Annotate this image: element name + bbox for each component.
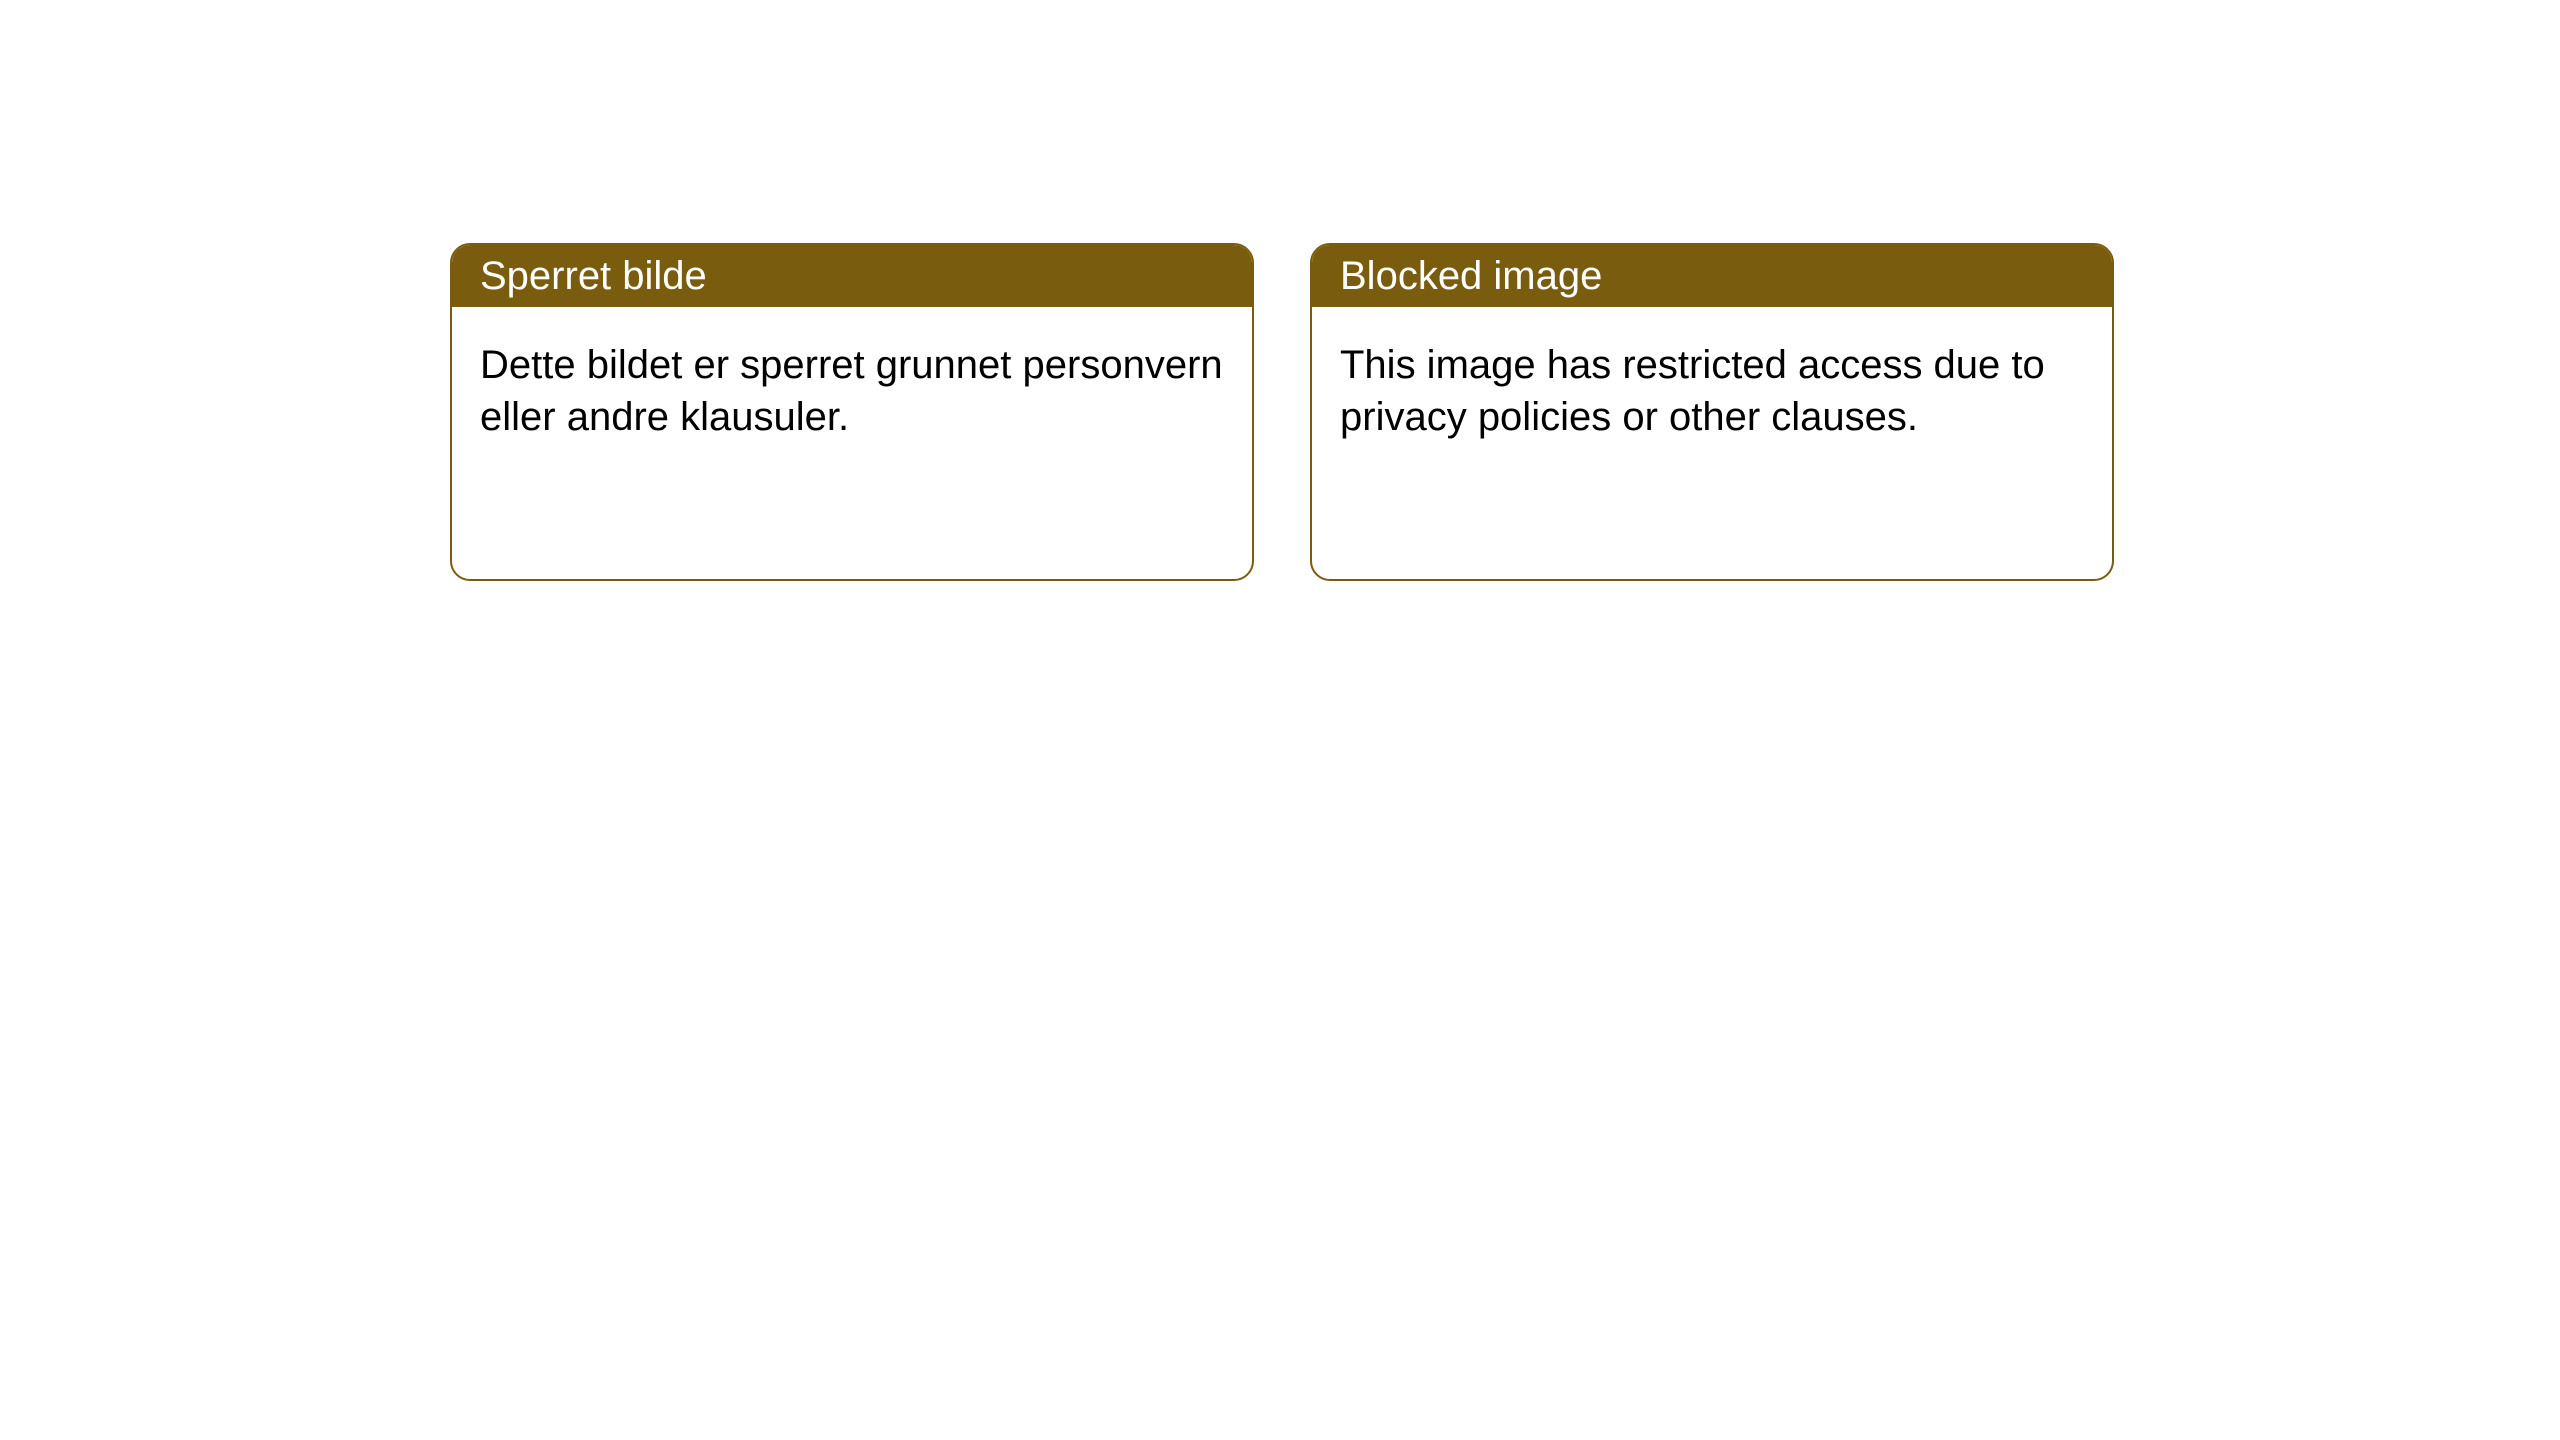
card-body-text: This image has restricted access due to … — [1340, 343, 2045, 439]
notice-card-norwegian: Sperret bilde Dette bildet er sperret gr… — [450, 243, 1254, 581]
card-title: Blocked image — [1340, 254, 1602, 299]
notice-card-english: Blocked image This image has restricted … — [1310, 243, 2114, 581]
card-header: Blocked image — [1312, 245, 2112, 307]
card-body-text: Dette bildet er sperret grunnet personve… — [480, 343, 1223, 439]
notice-container: Sperret bilde Dette bildet er sperret gr… — [0, 0, 2560, 581]
card-body: Dette bildet er sperret grunnet personve… — [452, 307, 1252, 475]
card-title: Sperret bilde — [480, 254, 707, 299]
card-body: This image has restricted access due to … — [1312, 307, 2112, 475]
card-header: Sperret bilde — [452, 245, 1252, 307]
